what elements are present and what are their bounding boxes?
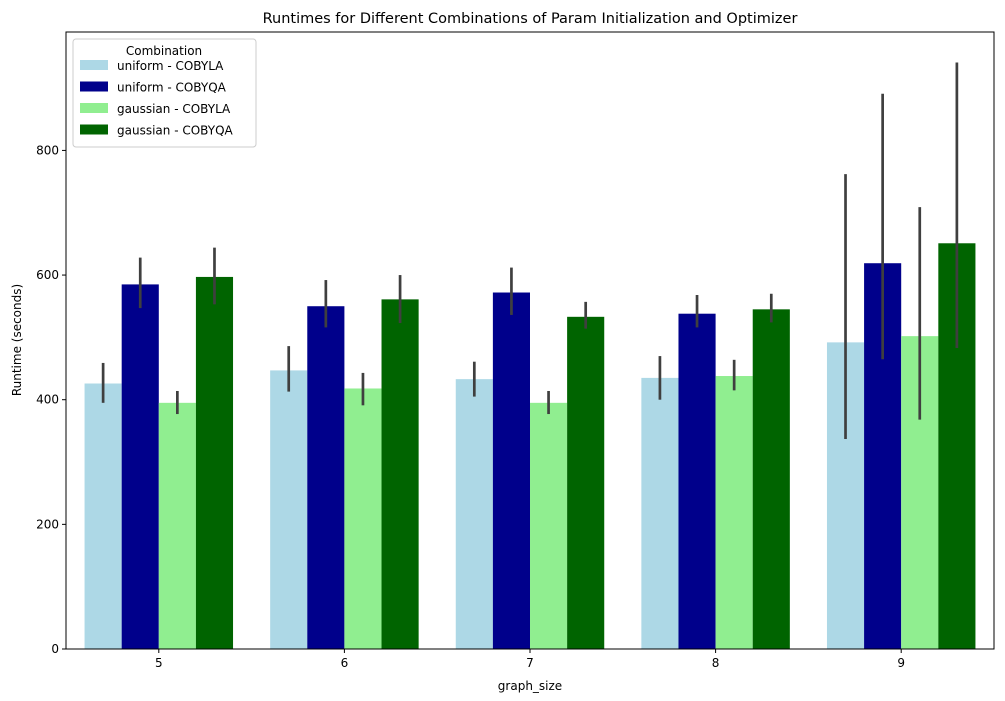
x-tick-label: 9 (897, 656, 905, 670)
x-tick-label: 6 (341, 656, 349, 670)
bar (381, 299, 419, 649)
x-axis: 5 6 7 8 9 (155, 649, 905, 670)
y-axis-label: Runtime (seconds) (10, 284, 24, 396)
bar (715, 376, 753, 649)
bar (752, 309, 790, 649)
bar (121, 284, 159, 649)
y-tick-label: 0 (51, 642, 59, 656)
legend-entry-label: gaussian - COBYQA (117, 124, 234, 138)
legend: Combination uniform - COBYLA uniform - CO… (72, 38, 257, 148)
y-tick-label: 600 (36, 268, 59, 282)
legend-entry-label: uniform - COBYQA (117, 81, 227, 95)
legend-title: Combination (126, 44, 202, 58)
bar (678, 313, 716, 649)
bar (158, 402, 196, 649)
bar (307, 306, 345, 649)
bar (530, 402, 568, 649)
bar (344, 388, 382, 649)
bar (455, 379, 493, 649)
legend-box (72, 38, 257, 148)
bar (641, 377, 679, 649)
legend-swatch (80, 124, 108, 135)
legend-swatch (80, 60, 108, 70)
y-tick-label: 800 (36, 143, 59, 157)
legend-entry-label: gaussian - COBYLA (117, 102, 231, 116)
x-tick-label: 7 (526, 656, 534, 670)
y-tick-label: 200 (36, 517, 59, 531)
y-tick-label: 400 (36, 393, 59, 407)
legend-swatch (80, 81, 108, 92)
bar (195, 276, 234, 649)
bar (492, 292, 530, 649)
y-axis: 0 200 400 600 800 (36, 143, 66, 656)
bar (270, 370, 308, 649)
bar (567, 316, 605, 649)
bar (84, 383, 122, 649)
chart-title: Runtimes for Different Combinations of P… (263, 11, 798, 27)
x-tick-label: 5 (155, 656, 163, 670)
x-axis-label: graph_size (498, 679, 562, 693)
bars-layer (84, 243, 976, 649)
x-tick-label: 8 (712, 656, 720, 670)
legend-swatch (80, 103, 108, 113)
legend-entry-label: uniform - COBYLA (117, 59, 224, 73)
error-bars-layer (101, 62, 959, 439)
